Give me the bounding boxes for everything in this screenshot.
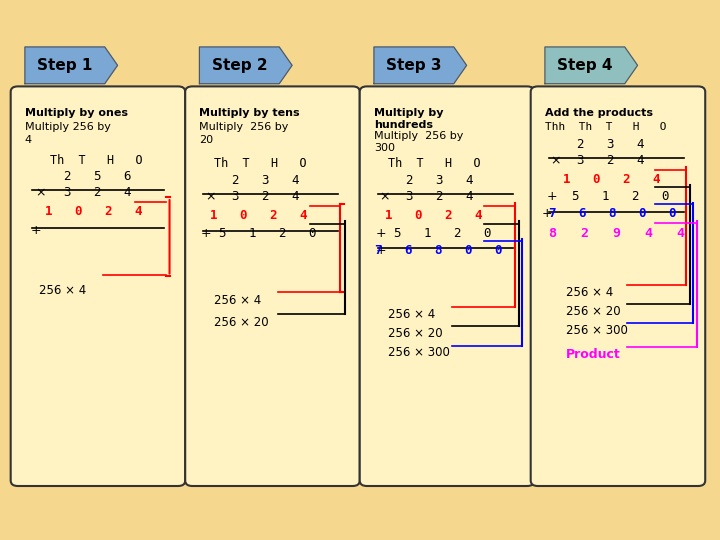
Text: Th  T   H   O: Th T H O [214,157,306,170]
Text: +: + [31,224,41,237]
Text: Multiply by: Multiply by [374,108,444,118]
Text: Step 1: Step 1 [37,58,92,73]
Text: +: + [541,207,552,220]
Text: Multiply 256 by: Multiply 256 by [25,122,111,132]
Text: 1   0   2   4: 1 0 2 4 [210,209,307,222]
Text: hundreds: hundreds [374,120,433,130]
Text: 3   2   4: 3 2 4 [64,186,132,199]
Text: Multiply  256 by: Multiply 256 by [374,131,464,141]
Text: Th  T   H   O: Th T H O [388,157,481,170]
Text: 3   2   4: 3 2 4 [232,190,299,203]
Text: 256 × 20: 256 × 20 [388,327,443,340]
Text: Add the products: Add the products [545,108,653,118]
Text: 7   6   8   0   0: 7 6 8 0 0 [549,207,676,220]
Text: 256 × 4: 256 × 4 [214,294,261,307]
Text: Multiply by ones: Multiply by ones [25,108,128,118]
Text: Step 3: Step 3 [386,58,441,73]
Text: 5   1   2   0: 5 1 2 0 [572,190,670,203]
Text: Multiply  256 by: Multiply 256 by [199,122,289,132]
Text: ×: × [205,190,216,203]
Polygon shape [199,47,292,84]
Text: 3   2   4: 3 2 4 [577,154,644,167]
Text: ×: × [379,190,390,203]
Text: 1   0   2   4: 1 0 2 4 [45,205,143,218]
Text: Th  T   H   O: Th T H O [50,154,143,167]
Text: Product: Product [567,348,621,361]
FancyBboxPatch shape [531,86,705,486]
Text: 300: 300 [374,143,395,153]
Text: 5   1   2   0: 5 1 2 0 [220,227,317,240]
Text: 5   1   2   0: 5 1 2 0 [394,227,492,240]
Text: 1   0   2   4: 1 0 2 4 [563,173,660,186]
Polygon shape [25,47,117,84]
Text: +: + [375,227,386,240]
Text: Step 4: Step 4 [557,58,613,73]
Text: Thh  Th  T   H   O: Thh Th T H O [545,122,667,132]
Text: 2   3   4: 2 3 4 [406,174,474,187]
Text: +: + [546,190,557,203]
Text: 256 × 4: 256 × 4 [39,284,86,296]
Text: ×: × [551,154,561,167]
Text: 256 × 20: 256 × 20 [214,316,269,329]
Text: 256 × 4: 256 × 4 [388,308,436,321]
Text: 4: 4 [25,135,32,145]
Text: 256 × 300: 256 × 300 [567,324,628,337]
FancyBboxPatch shape [11,86,185,486]
Text: 1   0   2   4: 1 0 2 4 [384,209,482,222]
Text: 2   5   6: 2 5 6 [64,170,132,183]
Text: 2   3   4: 2 3 4 [577,138,644,151]
FancyBboxPatch shape [185,86,360,486]
Text: 2   3   4: 2 3 4 [232,174,299,187]
Text: Multiply by tens: Multiply by tens [199,108,300,118]
Text: 20: 20 [199,135,214,145]
Polygon shape [545,47,637,84]
Text: 256 × 300: 256 × 300 [388,346,450,359]
Text: Step 2: Step 2 [212,58,267,73]
Text: 256 × 20: 256 × 20 [567,305,621,318]
Text: 3   2   4: 3 2 4 [406,190,474,203]
Text: ×: × [35,186,46,199]
FancyBboxPatch shape [360,86,534,486]
Text: +: + [375,244,386,257]
Polygon shape [374,47,467,84]
Text: 8   2   9   4   4: 8 2 9 4 4 [549,227,685,240]
Text: 256 × 4: 256 × 4 [567,286,613,299]
Text: 7   6   8   0   0: 7 6 8 0 0 [375,244,503,257]
Text: +: + [201,227,212,240]
